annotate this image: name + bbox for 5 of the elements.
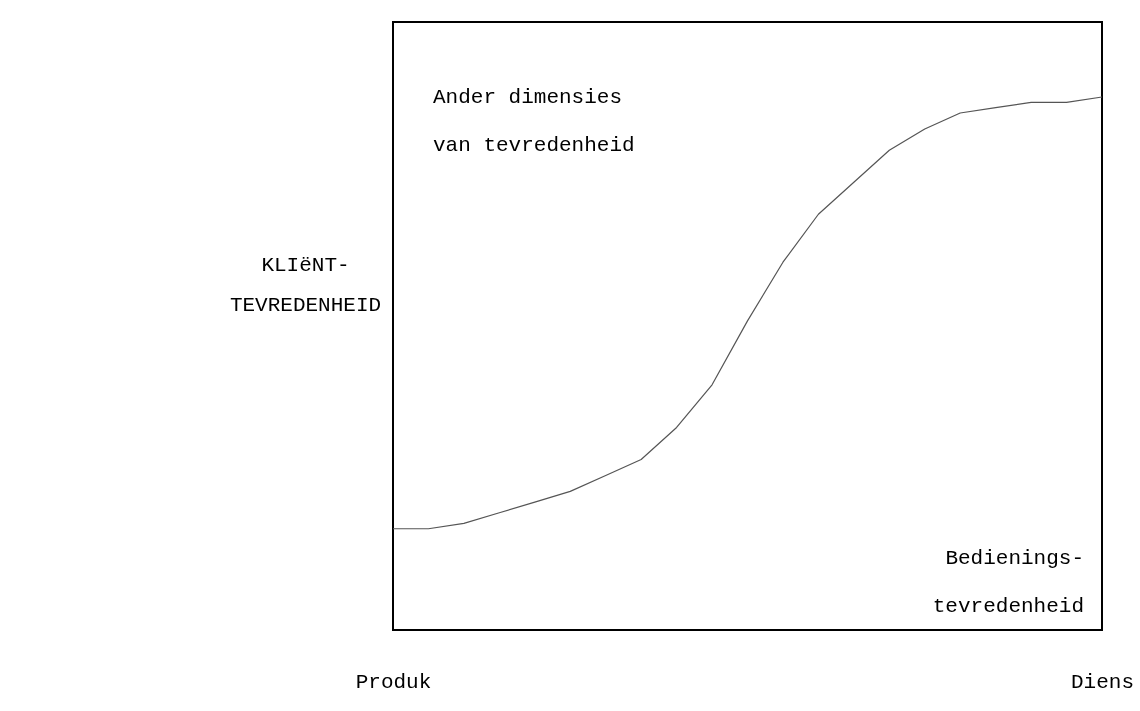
- x-tick-label: Produk: [355, 670, 432, 694]
- annotation: Bedienings-tevredenheid: [932, 547, 1084, 618]
- x-tick-label: Diens: [1070, 670, 1135, 694]
- annotation: Ander dimensies van tevredenheid: [433, 86, 635, 157]
- y-axis-title: KLIëNT-TEVREDENHEID: [229, 253, 382, 317]
